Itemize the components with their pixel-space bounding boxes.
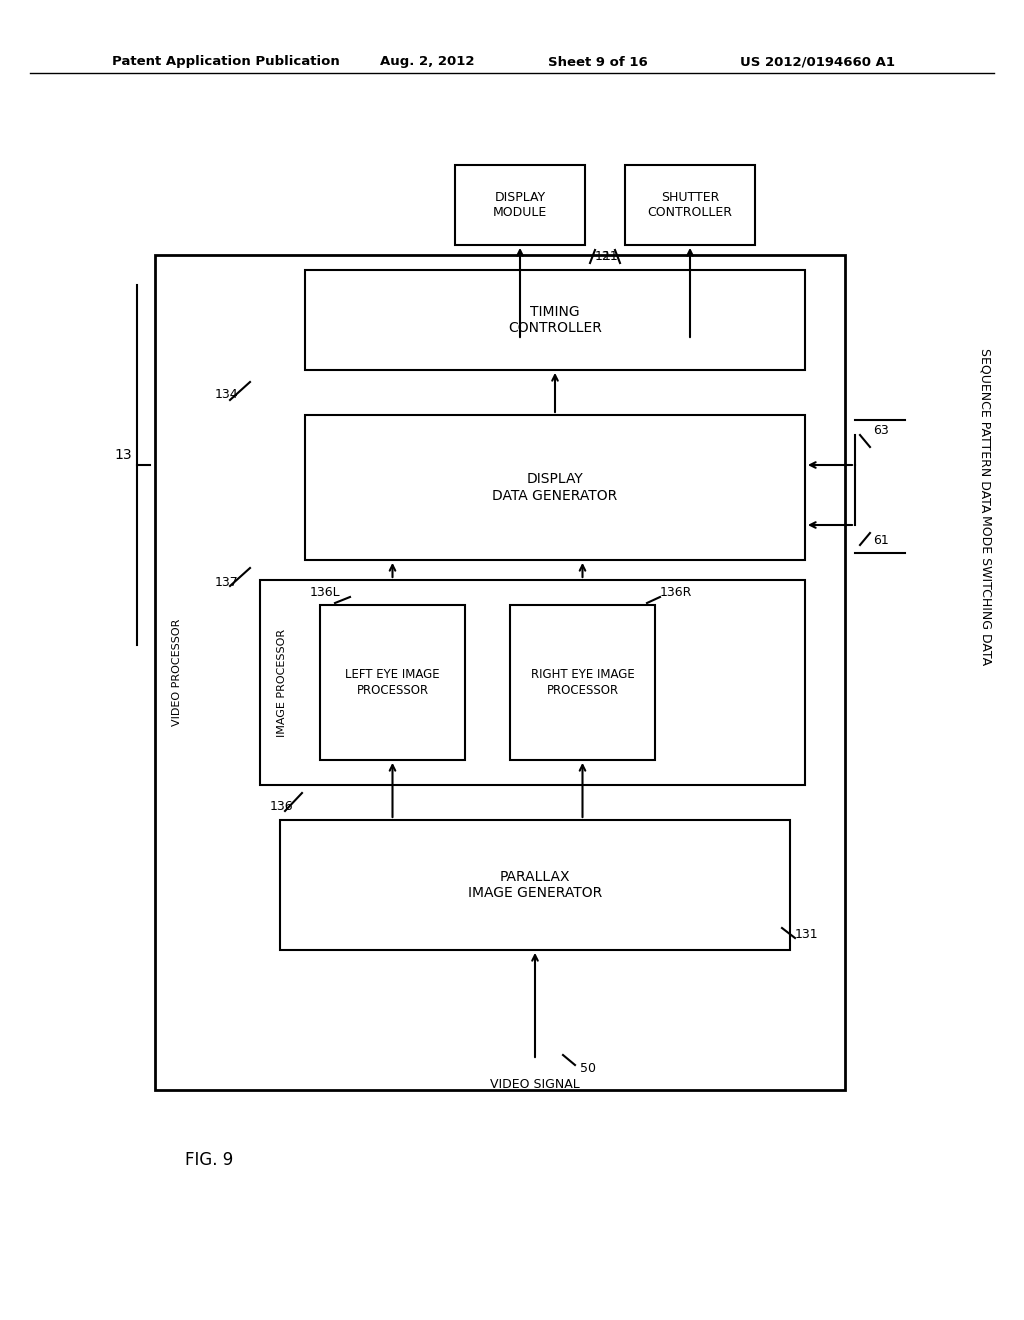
Text: Patent Application Publication: Patent Application Publication — [112, 55, 340, 69]
Text: MODE SWITCHING DATA: MODE SWITCHING DATA — [979, 515, 991, 665]
Text: SEQUENCE PATTERN DATA: SEQUENCE PATTERN DATA — [979, 347, 991, 512]
Bar — [319, 605, 465, 760]
Bar — [305, 271, 805, 370]
Text: Sheet 9 of 16: Sheet 9 of 16 — [548, 55, 648, 69]
Text: 50: 50 — [580, 1061, 596, 1074]
Text: 11: 11 — [603, 251, 618, 264]
Text: TIMING
CONTROLLER: TIMING CONTROLLER — [508, 305, 602, 335]
Bar — [455, 165, 585, 246]
Bar — [625, 165, 755, 246]
Text: DISPLAY
MODULE: DISPLAY MODULE — [493, 191, 547, 219]
Text: 134: 134 — [215, 388, 239, 401]
Text: FIG. 9: FIG. 9 — [185, 1151, 233, 1170]
Text: 136L: 136L — [310, 586, 341, 599]
Text: US 2012/0194660 A1: US 2012/0194660 A1 — [740, 55, 895, 69]
Bar — [510, 605, 655, 760]
Text: 136R: 136R — [660, 586, 692, 599]
Bar — [305, 414, 805, 560]
Text: 12: 12 — [594, 251, 610, 264]
Text: LEFT EYE IMAGE
PROCESSOR: LEFT EYE IMAGE PROCESSOR — [345, 668, 440, 697]
Text: 136: 136 — [270, 800, 294, 813]
Text: 63: 63 — [873, 424, 889, 437]
Text: PARALLAX
IMAGE GENERATOR: PARALLAX IMAGE GENERATOR — [468, 870, 602, 900]
Bar — [280, 820, 790, 950]
Text: Aug. 2, 2012: Aug. 2, 2012 — [380, 55, 474, 69]
Bar — [260, 579, 805, 785]
Text: RIGHT EYE IMAGE
PROCESSOR: RIGHT EYE IMAGE PROCESSOR — [530, 668, 635, 697]
Text: 61: 61 — [873, 533, 889, 546]
Text: DISPLAY
DATA GENERATOR: DISPLAY DATA GENERATOR — [493, 473, 617, 503]
Text: 131: 131 — [795, 928, 818, 941]
Text: 137: 137 — [215, 576, 239, 589]
Text: VIDEO SIGNAL: VIDEO SIGNAL — [490, 1078, 580, 1092]
Text: 13: 13 — [115, 447, 132, 462]
Text: SHUTTER
CONTROLLER: SHUTTER CONTROLLER — [647, 191, 732, 219]
Bar — [155, 255, 845, 1090]
Text: VIDEO PROCESSOR: VIDEO PROCESSOR — [172, 619, 182, 726]
Text: IMAGE PROCESSOR: IMAGE PROCESSOR — [278, 628, 287, 737]
